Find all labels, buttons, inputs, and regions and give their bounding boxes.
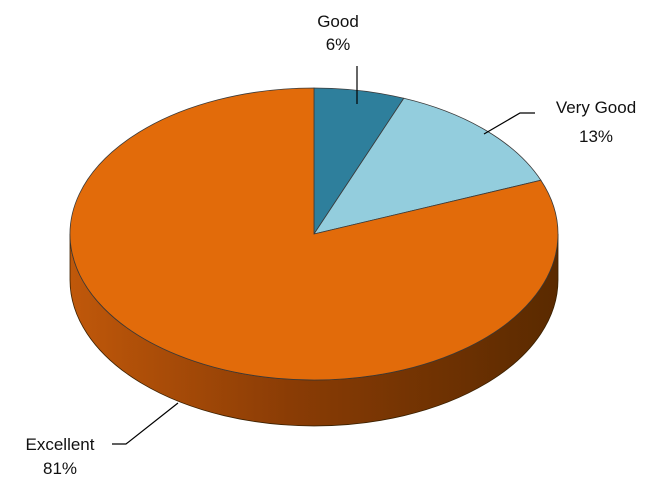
slice-value-good: 6% bbox=[326, 35, 351, 54]
label-very-good: Very Good 13% bbox=[483, 98, 636, 146]
label-excellent: Excellent 81% bbox=[26, 402, 179, 478]
leader-line-excellent bbox=[112, 402, 179, 445]
slice-very-good bbox=[313, 97, 542, 235]
slice-value-excellent: 81% bbox=[43, 459, 77, 478]
slice-label-good: Good bbox=[317, 12, 359, 31]
slice-excellent bbox=[69, 87, 559, 381]
slice-label-very-good: Very Good bbox=[556, 98, 636, 117]
leader-line-very-good bbox=[483, 112, 535, 135]
slice-label-excellent: Excellent bbox=[26, 435, 95, 454]
label-good: Good 6% bbox=[317, 12, 359, 104]
slice-value-very-good: 13% bbox=[579, 127, 613, 146]
